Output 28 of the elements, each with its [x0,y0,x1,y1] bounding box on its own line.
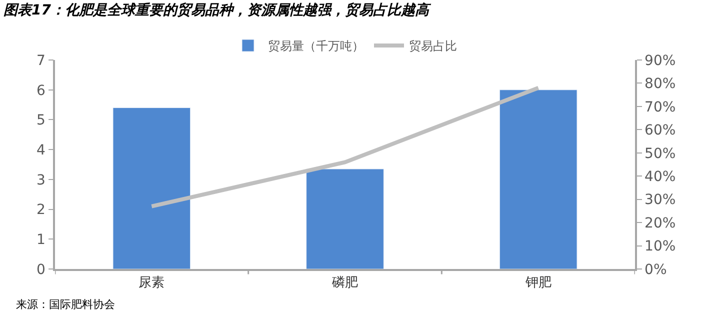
x-tick-label: 钾肥 [524,275,552,290]
y2-tick-label: 20% [644,215,676,232]
bar [112,108,191,269]
legend-label: 贸易占比 [409,39,457,54]
y-tick-label: 2 [36,202,46,218]
y2-tick-label: 40% [644,169,676,186]
y2-tick-label: 30% [644,192,676,208]
y2-tick-label: 90% [644,52,676,69]
y-tick-label: 1 [36,232,46,248]
y2-tick-label: 70% [644,99,676,116]
legend-label: 贸易量（千万吨） [268,39,364,54]
y-tick-label: 0 [36,262,46,278]
bar [306,168,384,269]
y-tick-label: 5 [36,112,46,129]
y2-tick-label: 80% [644,76,676,92]
x-tick-label: 尿素 [138,275,165,290]
chart-title: 图表17：化肥是全球重要的贸易品种，资源属性越强，贸易占比越高 [4,2,432,19]
y2-tick-label: 60% [644,122,676,139]
x-tick-label: 磷肥 [331,275,358,290]
source-note: 来源：国际肥料协会 [16,298,115,311]
y2-tick-label: 10% [644,238,676,255]
y-tick-label: 3 [36,172,46,188]
y2-tick-label: 50% [644,146,676,162]
bar [499,90,578,269]
y2-tick-label: 0% [644,262,667,278]
y-tick-label: 7 [36,52,46,69]
y-tick-label: 6 [36,82,46,99]
y-tick-label: 4 [36,142,46,158]
